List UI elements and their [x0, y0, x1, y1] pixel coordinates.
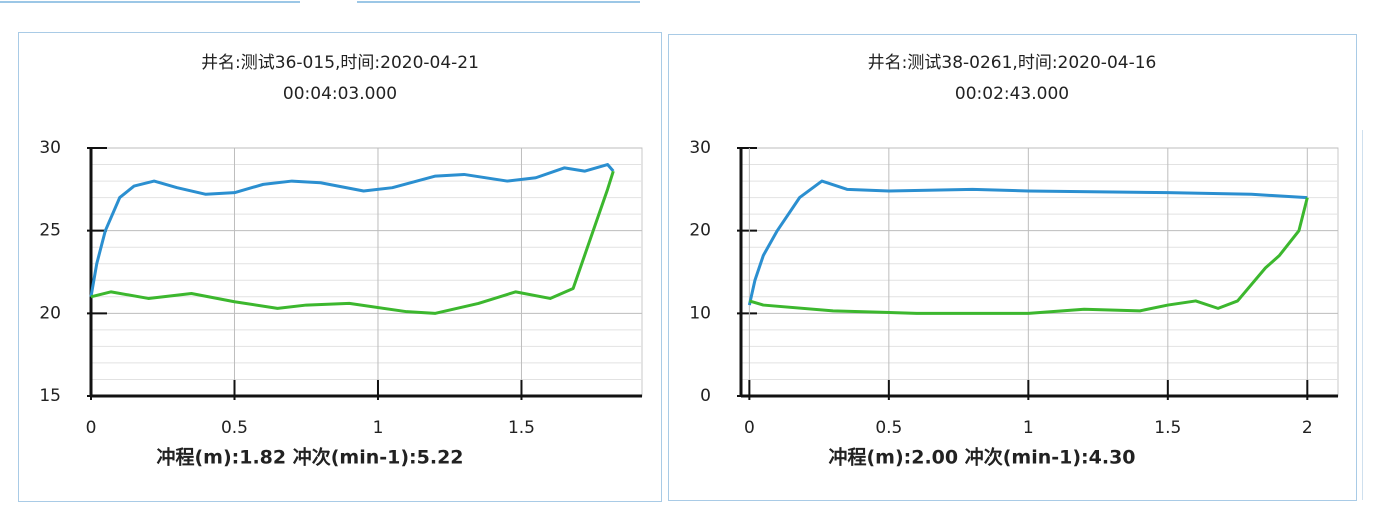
x-tick-label: 0: [744, 418, 755, 438]
x-tick-label: 2: [1302, 418, 1313, 438]
x-axis-label: 冲程(m):1.82 冲次(min-1):5.22: [156, 446, 463, 469]
x-tick-label: 1: [373, 418, 384, 438]
x-tick-label: 0.5: [875, 418, 902, 438]
y-tick-label: 30: [39, 138, 61, 158]
x-tick-label: 1.5: [1154, 418, 1181, 438]
y-tick-label: 20: [39, 303, 61, 323]
chart-title: 井名:测试36-015,时间:2020-04-21: [201, 53, 479, 73]
chart-subtitle: 00:02:43.000: [955, 84, 1069, 104]
x-tick-label: 0.5: [221, 418, 248, 438]
y-tick-label: 15: [39, 386, 61, 406]
plot-area: [740, 147, 1339, 397]
panel: [668, 34, 1357, 501]
chart-subtitle: 00:04:03.000: [283, 84, 397, 104]
y-tick-label: 25: [39, 221, 61, 241]
x-axis-label: 冲程(m):2.00 冲次(min-1):4.30: [828, 446, 1135, 469]
y-tick-label: 20: [689, 221, 711, 241]
x-tick-label: 1.5: [508, 418, 535, 438]
line-series: [748, 197, 1309, 315]
y-tick-label: 0: [700, 386, 711, 406]
y-tick-label: 30: [689, 138, 711, 158]
x-tick-label: 0: [86, 418, 97, 438]
x-tick-label: 1: [1023, 418, 1034, 438]
chart-title: 井名:测试38-0261,时间:2020-04-16: [868, 53, 1157, 73]
panel: [18, 32, 662, 502]
line-series: [747, 179, 1308, 306]
line-series: [90, 170, 615, 315]
y-tick-label: 10: [689, 303, 711, 323]
line-series: [89, 163, 615, 298]
